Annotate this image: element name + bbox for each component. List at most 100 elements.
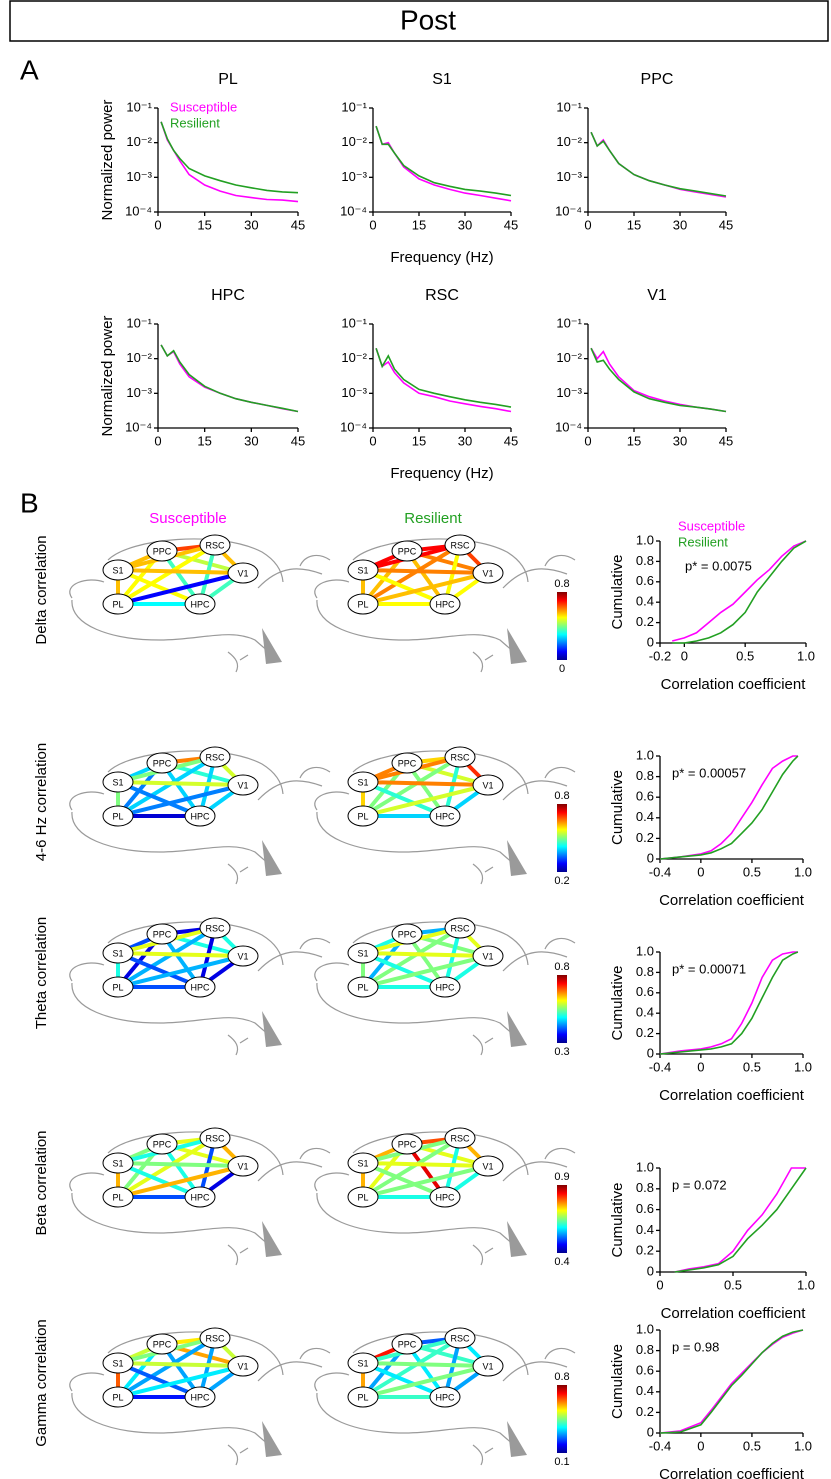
y-tick-label: 10⁻⁴ [125,203,152,218]
node [391,540,423,562]
y-tick-label: 10⁻¹ [126,315,152,330]
edge [116,1336,217,1399]
node [102,771,134,793]
x-axis-label: Correlation coefficient [659,1087,805,1104]
x-tick-label: 0 [154,433,161,448]
x-tick-label: 0 [584,217,591,232]
x-tick-label: 0 [369,433,376,448]
y-tick-label: 0.8 [636,768,654,783]
series-line [590,131,727,197]
x-tick-label: 45 [719,217,733,232]
node-label: S1 [357,777,368,787]
brain-outline [314,921,576,1056]
series-line [672,540,807,642]
edge [361,780,490,787]
node [102,1186,134,1208]
node-label: RSC [205,923,225,933]
node-label: HPC [190,599,210,609]
y-tick-label: 0.4 [636,1222,654,1237]
series-line [590,131,727,198]
node-label: PPC [153,1339,172,1349]
node-label: RSC [450,540,470,550]
y-tick-label: 10⁻¹ [556,99,582,114]
edge [361,1136,462,1199]
edge [361,1164,490,1199]
x-tick-label: 0 [584,433,591,448]
brain-outline [69,921,331,1056]
x-tick-label: 0.5 [736,648,754,663]
node [102,1352,134,1374]
colorbar-max: 0.9 [554,1171,569,1183]
edge [361,1364,490,1399]
node-label: V1 [237,1161,248,1171]
node [146,540,178,562]
x-tick-label: 45 [291,217,305,232]
edge [361,954,490,989]
y-axis-label: Cumulative [609,965,626,1040]
row-label: Gamma correlation [33,1319,50,1447]
legend-label: Resilient [678,534,728,549]
node [347,942,379,964]
y-tick-label: 0.4 [636,1383,654,1398]
chart-title: HPC [211,287,245,304]
node [444,1327,476,1349]
series-line [659,755,798,860]
y-tick-label: 1.0 [636,747,654,762]
x-tick-label: 0 [369,217,376,232]
y-tick-label: 10⁻² [341,134,367,149]
x-tick-label: 15 [627,217,641,232]
node [429,805,461,827]
y-tick-label: 0 [647,1263,654,1278]
x-tick-label: 1.0 [797,1277,815,1292]
node [102,559,134,581]
node [347,771,379,793]
edge [361,951,490,958]
x-axis-label: Correlation coefficient [661,676,807,693]
y-tick-label: 10⁻⁴ [340,203,367,218]
colorbar [557,1185,567,1253]
node-label: HPC [435,599,455,609]
node-label: V1 [482,1161,493,1171]
edge [116,1161,202,1199]
x-tick-label: 0.5 [743,1438,761,1453]
x-tick-label: 0 [681,648,688,663]
node [429,1386,461,1408]
x-tick-label: -0.4 [649,1438,671,1453]
node [102,976,134,998]
node-label: HPC [190,1392,210,1402]
node [444,746,476,768]
node [227,1355,259,1377]
node-label: V1 [237,951,248,961]
node [199,917,231,939]
y-tick-label: 10⁻² [126,350,152,365]
series-line [674,1167,807,1273]
node-label: V1 [482,951,493,961]
y-tick-label: 0.2 [636,830,654,845]
node [146,752,178,774]
brain-outline [69,538,331,673]
y-tick-label: 10⁻¹ [126,99,152,114]
y-tick-label: 10⁻⁴ [555,419,582,434]
brain-outline [314,538,576,673]
node-label: HPC [435,1192,455,1202]
node [347,1152,379,1174]
colorbar-max: 0.8 [554,961,569,973]
x-axis-label: Frequency (Hz) [390,249,493,266]
node [102,942,134,964]
brain-outline [314,1131,576,1266]
y-tick-label: 0.8 [636,1180,654,1195]
node-label: V1 [482,568,493,578]
y-tick-label: 1.0 [636,943,654,958]
node-label: HPC [190,811,210,821]
node [429,1186,461,1208]
colorbar-min: 0.4 [554,1256,569,1268]
x-tick-label: 15 [197,217,211,232]
edge [116,568,202,606]
x-tick-label: 15 [412,217,426,232]
node [102,1152,134,1174]
y-tick-label: 0.4 [636,1005,654,1020]
x-tick-label: 1.0 [794,864,812,879]
chart-title: RSC [425,287,459,304]
y-tick-label: 0.6 [636,1363,654,1378]
edge [116,1361,202,1399]
